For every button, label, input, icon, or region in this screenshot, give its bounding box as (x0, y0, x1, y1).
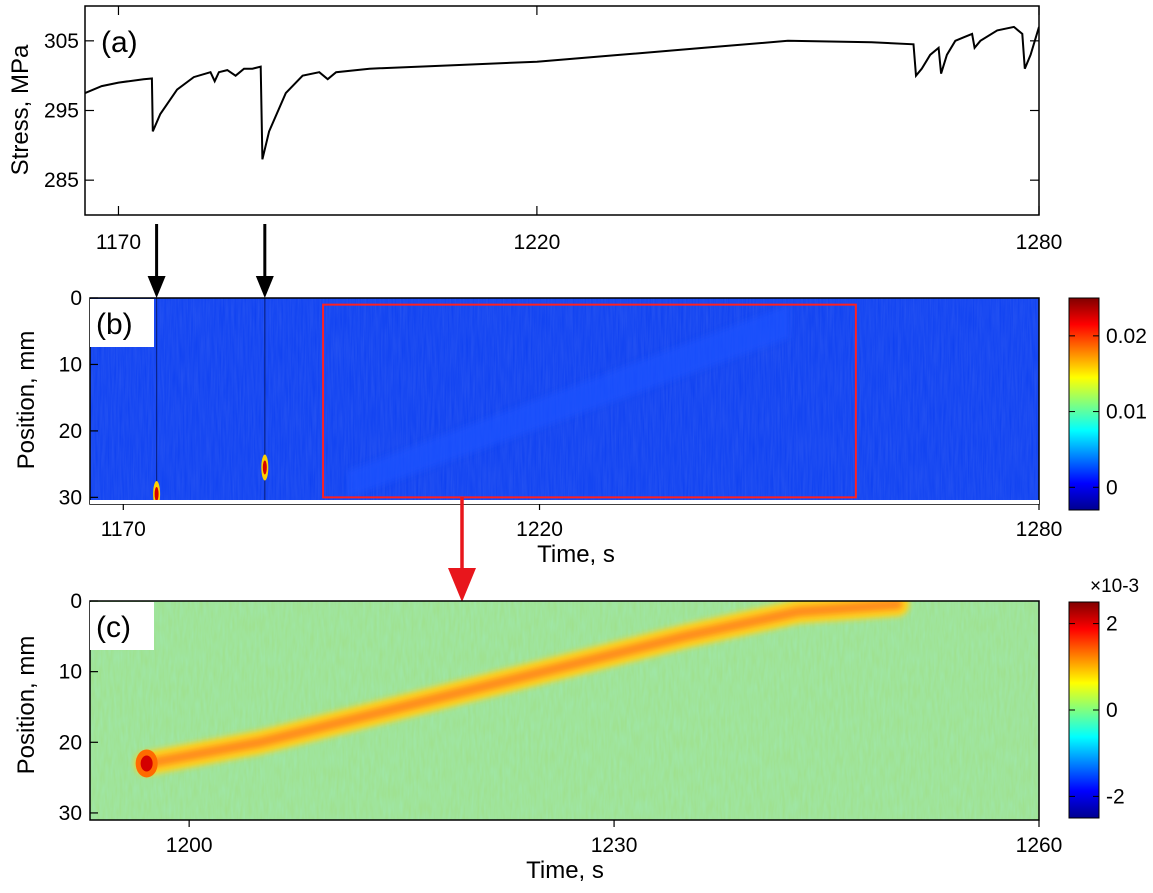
panel-c-spot-core (140, 755, 153, 772)
panel-a-ytick-label: 295 (44, 100, 79, 123)
panel-b-ytick-label: 10 (59, 353, 82, 376)
panel-a-ylabel: Stress, MPa (7, 44, 34, 175)
panel-c-xlabel: Time, s (526, 857, 604, 884)
panel-c-frame (89, 600, 1040, 821)
panel-c-xtick-label: 1230 (591, 834, 638, 857)
panel-b-hotspot-core (262, 460, 267, 475)
panel-c-ytick-label: 0 (70, 590, 82, 613)
panel-c-ytick-label: 20 (59, 731, 82, 754)
panel-a-xtick-label: 1280 (1016, 231, 1063, 254)
zoom-arrow (448, 497, 476, 602)
panel-c-noise (90, 601, 1039, 820)
panel-b-hotspot-core (154, 487, 159, 502)
event-arrow-head (255, 276, 274, 298)
panel-c-band-core (141, 601, 903, 769)
panel-a-x-ticks: 1170 1220 1280 (96, 6, 1062, 254)
panel-c-ytick-label: 10 (59, 661, 82, 684)
panel-a-xtick-label: 1220 (514, 231, 561, 254)
panel-c-colorbar-label: 2 (1106, 613, 1118, 636)
panel-a-label: (a) (101, 26, 138, 59)
panel-c-x-ticks: 1200 1230 1260 (166, 820, 1063, 857)
panel-a-xtick-label: 1170 (96, 231, 141, 254)
panel-c-colorbar-ticks: -2 0 2 (1069, 613, 1125, 808)
panel-b-colorbar-ticks: 0 0.01 0.02 (1069, 325, 1147, 499)
panel-c-label-bg (90, 602, 154, 650)
panel-b-colorbar-label: 0.01 (1106, 401, 1147, 424)
panel-c-nucleation-spot (135, 749, 158, 778)
panel-c-label: (c) (96, 611, 131, 644)
event-arrow-head (147, 276, 166, 298)
panel-b-deformation-band (348, 304, 790, 498)
panel-b-bottom-gap (90, 500, 1039, 504)
panel-c-ytick-label: 30 (59, 802, 82, 825)
panel-b-ytick-label: 30 (59, 486, 82, 509)
panel-c-xtick-label: 1260 (1016, 834, 1063, 857)
panel-a-ytick-label: 305 (44, 30, 79, 53)
panel-b-ylabel: Position, mm (13, 331, 40, 470)
panel-b: 0 10 20 30 1170 1220 1280 (b) Position, mm Ti… (13, 287, 1147, 568)
panel-b-label: (b) (96, 308, 133, 341)
panel-c-y-ticks: 0 10 20 30 (59, 590, 98, 825)
highlight-box (322, 303, 857, 499)
panel-a-y-ticks: 285 295 305 (44, 30, 1039, 192)
panel-b-ytick-label: 20 (59, 420, 82, 443)
panel-b-colorbar (1068, 297, 1100, 511)
panel-c-colorbar-multiplier: ×10-3 (1090, 576, 1139, 597)
panel-b-xtick-label: 1170 (101, 518, 146, 541)
panel-a-ytick-label: 285 (44, 169, 79, 192)
panel-b-colorbar-label: 0 (1106, 476, 1118, 499)
panel-b-ytick-label: 0 (70, 287, 82, 310)
panel-b-xtick-label: 1220 (516, 518, 563, 541)
panel-a: 285 295 305 1170 1220 1280 (a) Stress, MPa (7, 5, 1062, 254)
panel-c-ylabel: Position, mm (13, 636, 40, 775)
panel-b-hotspots (153, 298, 269, 504)
event-arrows (147, 224, 274, 298)
panel-c-colorbar-label: -2 (1106, 785, 1125, 808)
panel-b-colorbar-label: 0.02 (1106, 325, 1147, 348)
panel-b-label-bg (90, 299, 154, 347)
panel-c-xtick-label: 1200 (166, 834, 213, 857)
panel-b-x-ticks: 1170 1220 1280 (101, 504, 1063, 541)
panel-b-xlabel: Time, s (537, 541, 615, 568)
panel-c-colorbar-label: 0 (1106, 699, 1118, 722)
stress-curve (85, 25, 1039, 160)
panel-a-frame (84, 5, 1040, 216)
panel-b-xtick-label: 1280 (1016, 518, 1063, 541)
panel-b-y-ticks: 0 10 20 30 (59, 287, 98, 509)
